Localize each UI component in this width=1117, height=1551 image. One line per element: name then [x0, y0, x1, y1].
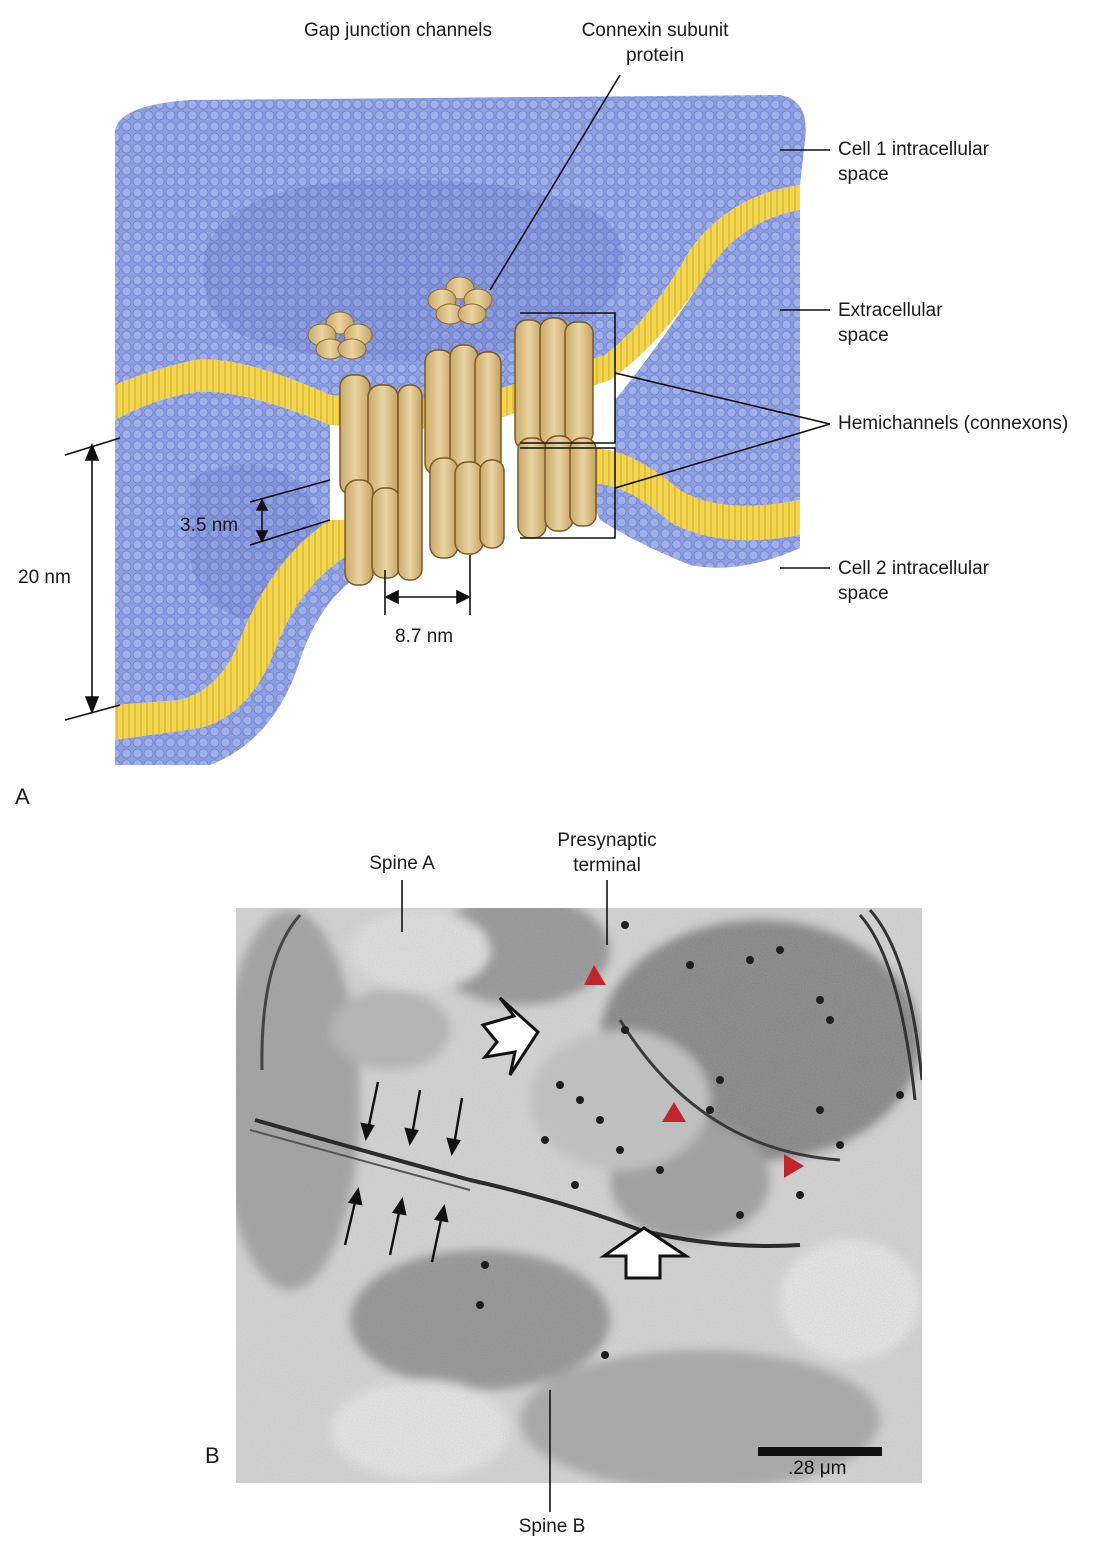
cell1-label-line2: space: [838, 164, 889, 185]
lower-membrane: [115, 210, 800, 765]
scale-bar-label: .28 μm: [788, 1458, 847, 1479]
upper-membrane: [115, 95, 806, 429]
presynaptic-label-line1: Presynaptic: [557, 830, 657, 851]
gap-junction-channels-label: Gap junction channels: [303, 20, 493, 41]
annotation-lines: [64, 74, 831, 721]
extracellular-label-line1: Extracellular: [838, 300, 943, 321]
cell2-label-line1: Cell 2 intracellular: [838, 558, 990, 579]
presynaptic-label-line2: terminal: [573, 855, 641, 876]
connexin-label-line2: protein: [625, 45, 685, 66]
spine-a-label: Spine A: [369, 853, 435, 874]
connexin-flower-right: [427, 276, 493, 325]
dimension-8-7nm-label: 8.7 nm: [395, 626, 454, 647]
connexin-label-line1: Connexin subunit: [581, 20, 729, 41]
connexon-channels: [339, 317, 597, 586]
dimension-3-5nm-label: 3.5 nm: [180, 515, 239, 536]
hemichannels-label: Hemichannels (connexons): [838, 413, 1069, 434]
dimension-20nm-label: 20 nm: [18, 567, 71, 588]
gap-junction-diagram: [64, 74, 831, 765]
extracellular-label-line2: space: [838, 325, 889, 346]
spine-b-label: Spine B: [518, 1516, 586, 1537]
panel-a-letter: A: [15, 784, 30, 809]
cell2-label-line2: space: [838, 583, 889, 604]
connexin-flower-left: [307, 311, 373, 360]
cell1-label-line1: Cell 1 intracellular: [838, 139, 990, 160]
panel-b-letter: B: [205, 1443, 220, 1468]
